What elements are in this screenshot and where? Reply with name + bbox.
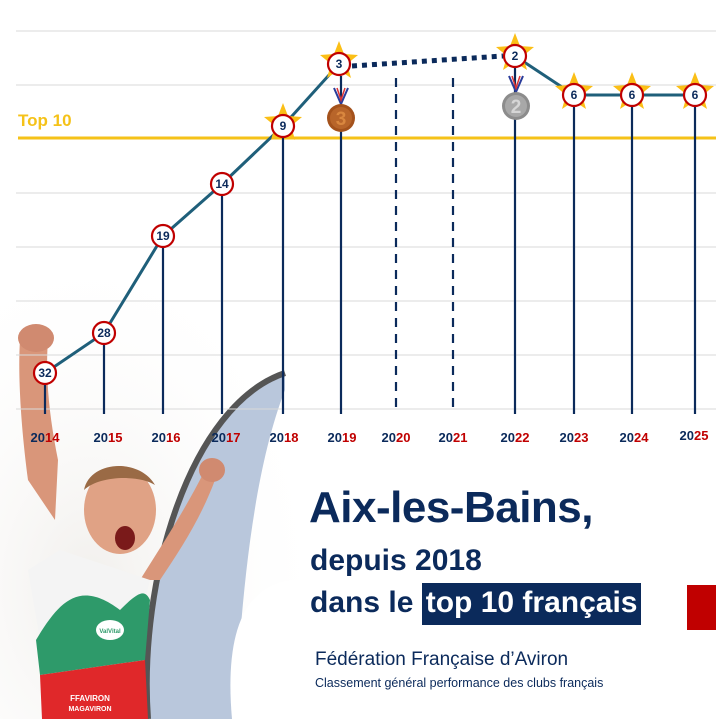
svg-text:3: 3 [336, 109, 347, 130]
year-label-2021: 2021 [439, 430, 468, 445]
bronze-medal-icon: 3 [327, 87, 355, 132]
svg-text:3: 3 [336, 57, 343, 71]
ranking-line-2 [514, 54, 695, 97]
year-label-2014: 2014 [31, 430, 61, 445]
line3-prefix: dans le [310, 586, 422, 619]
year-labels: 2014 2015 2016 2017 2018 2019 2020 2021 … [31, 428, 709, 445]
rank-markers: 32 28 19 14 9 3 2 6 6 6 [32, 43, 708, 386]
svg-text:6: 6 [692, 88, 699, 102]
svg-text:28: 28 [97, 326, 111, 340]
svg-text:32: 32 [38, 366, 52, 380]
rank-marker-2017: 14 [209, 171, 235, 197]
svg-text:19: 19 [156, 229, 170, 243]
rank-marker-2019: 3 [326, 51, 352, 77]
rank-marker-2023: 6 [561, 82, 587, 108]
year-label-2019: 2019 [328, 430, 357, 445]
svg-text:6: 6 [629, 88, 636, 102]
svg-text:2: 2 [511, 97, 522, 118]
year-label-2015: 2015 [94, 430, 123, 445]
rank-marker-2024: 6 [619, 82, 645, 108]
ranking-line [44, 62, 341, 375]
rank-marker-2022: 2 [502, 43, 528, 69]
rank-marker-2016: 19 [150, 223, 176, 249]
brand-text-magaviron: MAGAVIRON [68, 706, 111, 713]
brand-text-ffaviron: FFAVIRON [70, 694, 110, 703]
headline-line-3: dans le top 10 français [310, 583, 642, 625]
year-label-2024: 2024 [620, 430, 650, 445]
svg-text:14: 14 [215, 177, 229, 191]
ranking-subtitle: Classement général performance des clubs… [315, 676, 604, 690]
year-label-2025: 2025 [680, 428, 709, 443]
year-label-2022: 2022 [501, 430, 530, 445]
year-label-2016: 2016 [152, 430, 181, 445]
red-accent-bar [687, 585, 716, 630]
federation-name: Fédération Française d’Aviron [315, 649, 569, 670]
silver-medal-icon: 2 [502, 75, 530, 120]
top10-label: Top 10 [18, 111, 72, 130]
gap-dotted-line [351, 53, 504, 69]
line3-highlight: top 10 français [421, 583, 642, 625]
rank-marker-2025: 6 [682, 82, 708, 108]
rank-marker-2015: 28 [91, 320, 117, 346]
year-label-2018: 2018 [270, 430, 299, 445]
year-label-2020: 2020 [382, 430, 411, 445]
svg-text:9: 9 [280, 119, 287, 133]
headline: Aix-les-Bains, [309, 483, 593, 532]
gridlines [16, 30, 716, 410]
svg-text:6: 6 [571, 88, 578, 102]
stems [43, 68, 697, 414]
rank-marker-2014: 32 [32, 360, 58, 386]
rank-marker-2018: 9 [270, 113, 296, 139]
sponsor-text: ValVital [99, 629, 121, 635]
athlete-photo: FFAVIRON MAGAVIRON ValVital [0, 280, 300, 719]
year-label-2023: 2023 [560, 430, 589, 445]
svg-text:2: 2 [512, 49, 519, 63]
headline-line-2: depuis 2018 [310, 544, 482, 577]
year-label-2017: 2017 [212, 430, 241, 445]
